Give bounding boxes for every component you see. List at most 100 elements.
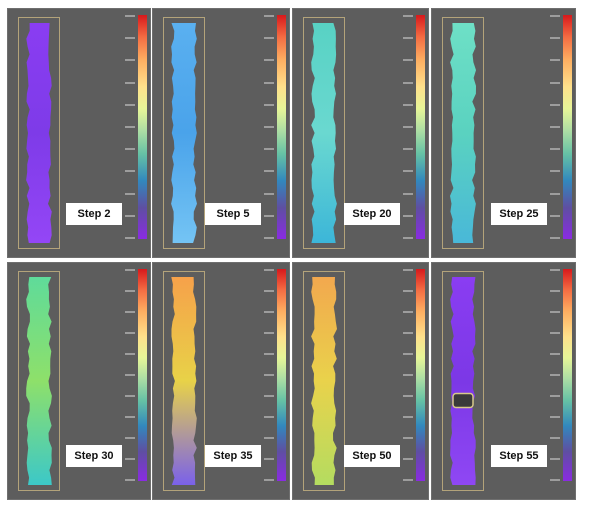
scale-tick	[125, 290, 135, 292]
step-label: Step 30	[66, 445, 122, 467]
scale-tick	[403, 269, 413, 271]
scale-tick	[403, 290, 413, 292]
scale-tick	[550, 148, 560, 151]
scale-tick	[264, 37, 274, 40]
scale-tick	[403, 437, 413, 439]
scale-tick	[403, 214, 413, 217]
scale-tick	[550, 15, 560, 17]
scale-tick	[403, 353, 413, 355]
scale-tick	[264, 81, 274, 84]
roi-box	[18, 271, 60, 491]
scale-tick	[550, 192, 560, 195]
scale-tick	[403, 395, 413, 397]
scale-tick	[550, 103, 560, 106]
scale-tick	[264, 148, 274, 151]
scale-ticks	[125, 15, 137, 239]
scale-tick	[264, 192, 274, 195]
scale-tick	[403, 37, 413, 40]
scale-tick	[403, 374, 413, 376]
specimen-strain-map	[171, 277, 197, 485]
color-scale-bar	[563, 15, 572, 239]
scale-tick	[125, 170, 135, 173]
scale-tick	[264, 353, 274, 355]
step-label: Step 25	[491, 203, 547, 225]
roi-box	[18, 17, 60, 249]
scale-tick	[264, 458, 274, 460]
scale-tick	[550, 479, 560, 481]
scale-tick	[125, 311, 135, 313]
scale-tick	[403, 103, 413, 106]
specimen-strain-map	[311, 277, 337, 485]
step-label: Step 55	[491, 445, 547, 467]
specimen-strain-map	[311, 23, 337, 243]
scale-tick	[264, 395, 274, 397]
scale-tick	[403, 458, 413, 460]
scale-tick	[264, 311, 274, 313]
scale-tick	[125, 416, 135, 418]
scale-tick	[403, 81, 413, 84]
scale-tick	[264, 170, 274, 173]
scale-tick	[264, 374, 274, 376]
scale-tick	[264, 126, 274, 128]
roi-box	[442, 17, 484, 249]
scale-ticks	[264, 15, 276, 239]
scale-tick	[550, 332, 560, 334]
specimen-strain-map	[450, 277, 476, 485]
scale-tick	[264, 290, 274, 292]
scale-tick	[550, 311, 560, 313]
scale-tick	[264, 15, 274, 17]
step-label: Step 50	[344, 445, 400, 467]
roi-box	[442, 271, 484, 491]
scale-tick	[550, 170, 560, 173]
scale-tick	[550, 126, 560, 128]
scale-tick	[550, 395, 560, 397]
step-label: Step 35	[205, 445, 261, 467]
scale-tick	[403, 311, 413, 313]
scale-tick	[550, 353, 560, 355]
scale-ticks	[125, 269, 137, 481]
color-scale-bar	[277, 15, 286, 239]
scale-tick	[264, 103, 274, 106]
color-scale-bar	[277, 269, 286, 481]
scale-tick	[125, 192, 135, 195]
scale-tick	[264, 237, 274, 239]
scale-tick	[550, 37, 560, 40]
scale-tick	[264, 416, 274, 418]
roi-box	[163, 17, 205, 249]
color-scale-bar	[416, 269, 425, 481]
scale-tick	[125, 37, 135, 40]
scale-tick	[125, 15, 135, 17]
scale-tick	[125, 437, 135, 439]
scale-tick	[403, 59, 413, 62]
scale-ticks	[264, 269, 276, 481]
scale-tick	[403, 15, 413, 17]
specimen-strain-map	[26, 277, 52, 485]
scale-tick	[550, 290, 560, 292]
scale-tick	[125, 479, 135, 481]
scale-tick	[403, 479, 413, 481]
panel-step-2: Step 2	[7, 8, 151, 258]
scale-tick	[264, 269, 274, 271]
panel-step-5: Step 5	[152, 8, 290, 258]
color-scale-bar	[416, 15, 425, 239]
color-scale-bar	[138, 269, 147, 481]
color-scale-bar	[563, 269, 572, 481]
roi-box	[163, 271, 205, 491]
scale-tick	[125, 395, 135, 397]
scale-tick	[550, 237, 560, 239]
scale-tick	[550, 437, 560, 439]
step-label: Step 2	[66, 203, 122, 225]
color-scale-bar	[138, 15, 147, 239]
scale-tick	[403, 170, 413, 173]
scale-tick	[264, 479, 274, 481]
scale-tick	[403, 148, 413, 151]
scale-tick	[125, 269, 135, 271]
scale-tick	[550, 416, 560, 418]
specimen-strain-map	[171, 23, 197, 243]
panel-step-55: Step 55	[431, 262, 576, 500]
scale-tick	[125, 59, 135, 62]
roi-box	[303, 271, 345, 491]
scale-tick	[550, 81, 560, 84]
specimen-strain-map	[26, 23, 52, 243]
